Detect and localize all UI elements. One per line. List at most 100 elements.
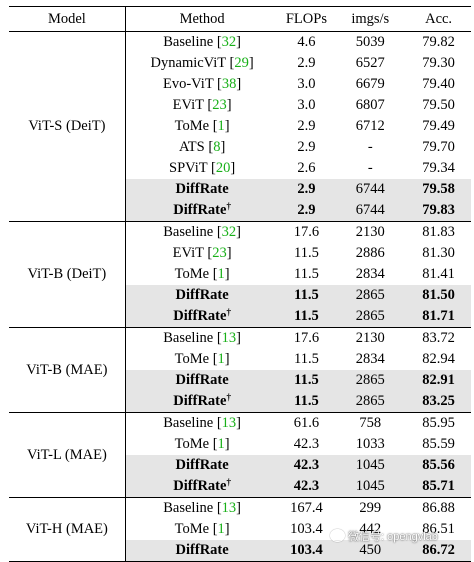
citation-ref: 8 bbox=[213, 139, 221, 156]
acc-cell: 82.91 bbox=[406, 370, 471, 391]
citation-ref: 20 bbox=[215, 160, 231, 177]
imgs-cell: 2865 bbox=[334, 306, 407, 328]
dagger-mark: † bbox=[226, 392, 231, 403]
imgs-cell: 2130 bbox=[334, 327, 407, 349]
imgs-cell: 2130 bbox=[334, 221, 407, 243]
method-name: Baseline bbox=[163, 415, 214, 432]
table-row: ToMe [1] 11.5 2834 82.94 bbox=[9, 349, 471, 370]
imgs-cell: 758 bbox=[334, 412, 407, 434]
method-name: DynamicViT bbox=[150, 55, 226, 72]
acc-cell: 81.71 bbox=[406, 306, 471, 328]
imgs-cell: 442 bbox=[359, 521, 382, 538]
header-model: Model bbox=[9, 6, 126, 32]
header-acc: Acc. bbox=[406, 6, 471, 32]
watermark-text: 微信号: opengvlab bbox=[348, 531, 438, 543]
citation-ref: 32 bbox=[221, 34, 237, 51]
method-cell: ToMe [1] bbox=[174, 266, 230, 283]
acc-cell: 85.59 bbox=[422, 436, 455, 453]
imgs-cell: 1045 bbox=[334, 476, 407, 498]
method-name: SPViT bbox=[169, 160, 208, 177]
method-cell: EViT [23] bbox=[172, 245, 232, 262]
method-name: ToMe bbox=[174, 436, 210, 453]
method-name: Baseline bbox=[163, 34, 214, 51]
header-row: Model Method FLOPs imgs/s Acc. bbox=[9, 6, 471, 32]
table-row: DiffRate 103.4 450 86.72 bbox=[9, 540, 471, 562]
acc-cell: 79.70 bbox=[422, 139, 455, 156]
citation-ref: 1 bbox=[217, 118, 225, 135]
flops-cell: 42.3 bbox=[278, 476, 335, 498]
table-row: DiffRate 11.5 2865 81.50 bbox=[9, 285, 471, 306]
acc-cell: 85.95 bbox=[406, 412, 471, 434]
table-row: ViT-B (MAE) Baseline [13] 17.6 2130 83.72 bbox=[9, 327, 471, 413]
method-cell: Baseline [32] bbox=[125, 221, 279, 243]
method-name: Evo-ViT bbox=[163, 76, 214, 93]
acc-cell: 79.49 bbox=[422, 118, 455, 135]
table-row: DiffRate 42.3 1045 85.56 bbox=[9, 455, 471, 476]
flops-cell: 11.5 bbox=[294, 351, 319, 368]
flops-cell: 17.6 bbox=[278, 327, 335, 349]
imgs-cell: 2834 bbox=[355, 266, 385, 283]
table-row: ATS [8] 2.9 - 79.70 bbox=[9, 137, 471, 158]
method-cell: DiffRate bbox=[125, 455, 279, 476]
wechat-icon bbox=[330, 529, 345, 542]
table-body: ViT-S (DeiT) Baseline [32] 4.6 5039 79.82 Dyn… bbox=[9, 31, 471, 562]
citation-ref: 32 bbox=[221, 224, 237, 241]
header-method: Method bbox=[125, 6, 279, 32]
table-row: SPViT [20] 2.6 - 79.34 bbox=[9, 158, 471, 179]
acc-cell: 83.25 bbox=[406, 391, 471, 413]
flops-cell: 11.5 bbox=[294, 245, 319, 262]
method-name: ToMe bbox=[174, 118, 210, 135]
method-cell: Baseline [13] bbox=[125, 497, 279, 519]
model-cell: ViT-L (MAE) bbox=[9, 412, 126, 498]
method-name: ToMe bbox=[174, 351, 210, 368]
method-name: EViT bbox=[172, 245, 204, 262]
table-row: ViT-L (MAE) Baseline [13] 61.6 758 85.95 bbox=[9, 412, 471, 498]
flops-cell: 11.5 bbox=[278, 285, 335, 306]
method-name: EViT bbox=[172, 97, 204, 114]
table-row: EViT [23] 3.0 6807 79.50 bbox=[9, 95, 471, 116]
imgs-cell: 6744 bbox=[334, 200, 407, 222]
citation-ref: 13 bbox=[221, 330, 237, 347]
imgs-cell: 2865 bbox=[334, 285, 407, 306]
acc-cell: 79.58 bbox=[406, 179, 471, 200]
table-row: DiffRate 2.9 6744 79.58 bbox=[9, 179, 471, 200]
flops-cell: 4.6 bbox=[278, 31, 335, 53]
method-cell: ToMe [1] bbox=[174, 118, 230, 135]
method-name: Baseline bbox=[163, 330, 214, 347]
imgs-cell: 6807 bbox=[355, 97, 385, 114]
table-row: ToMe [1] 2.9 6712 79.49 bbox=[9, 116, 471, 137]
imgs-cell: 2834 bbox=[355, 351, 385, 368]
model-cell: ViT-B (DeiT) bbox=[9, 221, 126, 328]
method-cell: Baseline [13] bbox=[125, 412, 279, 434]
method-cell: DiffRate† bbox=[125, 200, 279, 222]
citation-ref: 23 bbox=[212, 97, 227, 114]
citation-ref: 29 bbox=[234, 55, 249, 72]
dagger-mark: † bbox=[226, 477, 231, 488]
method-name: DiffRate bbox=[173, 393, 227, 410]
acc-cell: 81.30 bbox=[422, 245, 455, 262]
method-cell: DiffRate† bbox=[125, 391, 279, 413]
method-cell: ATS [8] bbox=[178, 139, 226, 156]
method-name: DiffRate bbox=[175, 372, 229, 389]
method-cell: EViT [23] bbox=[172, 97, 232, 114]
table-row: DiffRate† 11.5 2865 81.71 bbox=[9, 306, 471, 328]
method-name: ATS bbox=[178, 139, 205, 156]
acc-cell: 82.94 bbox=[422, 351, 455, 368]
imgs-cell: 299 bbox=[334, 497, 407, 519]
acc-cell: 79.34 bbox=[422, 160, 455, 177]
citation-ref: 1 bbox=[217, 266, 225, 283]
citation-ref: 1 bbox=[217, 521, 225, 538]
acc-cell: 79.50 bbox=[422, 97, 455, 114]
acc-cell: 86.51 bbox=[422, 521, 455, 538]
method-name: DiffRate bbox=[173, 478, 227, 495]
method-cell: DynamicViT [29] bbox=[150, 55, 254, 72]
method-name: Baseline bbox=[163, 224, 214, 241]
imgs-cell: 2865 bbox=[334, 391, 407, 413]
header-imgs: imgs/s bbox=[334, 6, 407, 32]
flops-cell: 3.0 bbox=[297, 97, 316, 114]
flops-cell: 42.3 bbox=[278, 455, 335, 476]
citation-ref: 23 bbox=[212, 245, 227, 262]
table-row: ViT-S (DeiT) Baseline [32] 4.6 5039 79.82 bbox=[9, 31, 471, 222]
flops-cell: 103.4 bbox=[290, 521, 323, 538]
